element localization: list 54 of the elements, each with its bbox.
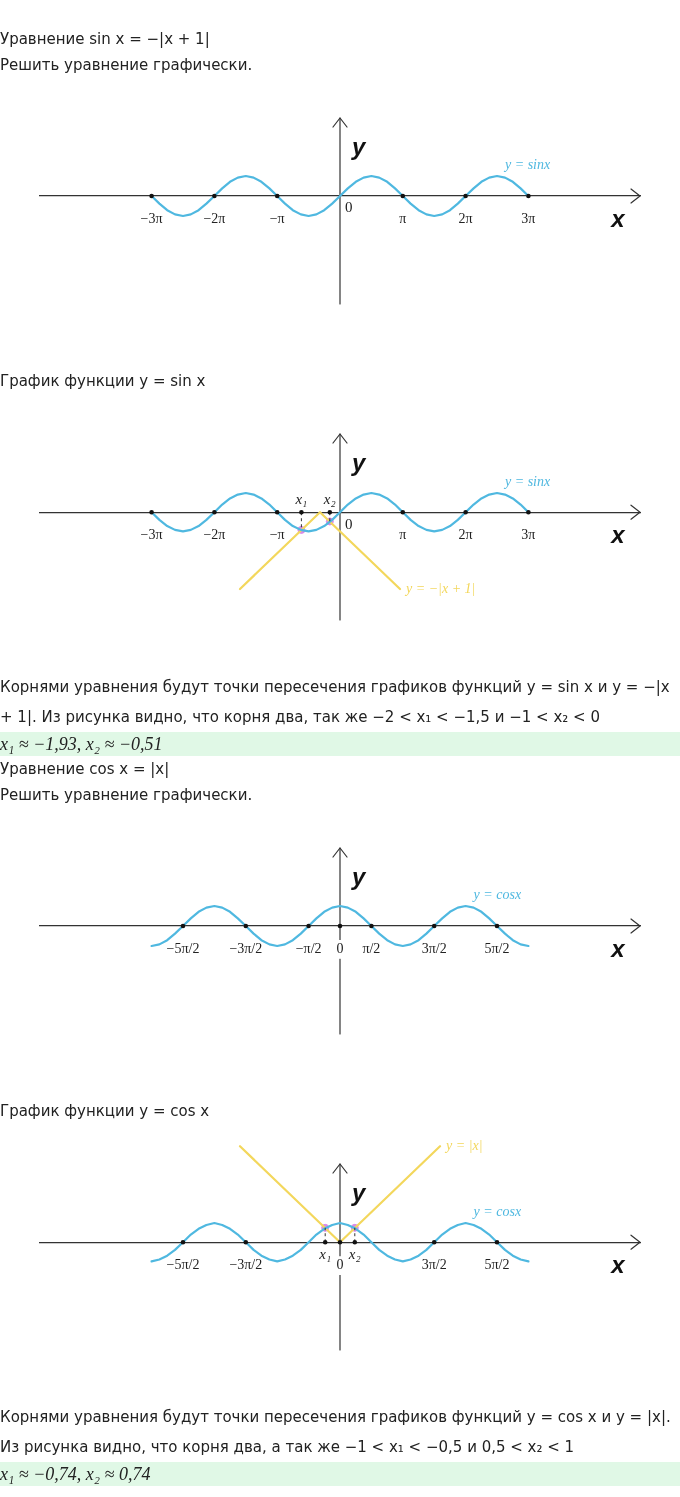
- x-axis-title: x: [609, 934, 627, 962]
- x-tick-label: −5π/2: [166, 941, 200, 957]
- series-label: y = −|x + 1|: [404, 580, 476, 596]
- chart-title: График функции y = sin x: [0, 371, 207, 392]
- annotation: 0: [345, 199, 353, 216]
- text: x₁ ≈ −0,74, x₂ ≈ 0,74: [0, 1462, 680, 1486]
- x-tick-label: 3π: [521, 527, 536, 543]
- x-tick-label: 0: [336, 941, 344, 957]
- chart-title: График функции y = cos x: [0, 1101, 211, 1122]
- x-tick-label: 2π: [458, 527, 473, 543]
- x-tick-label: π: [399, 211, 407, 227]
- y-axis-title: y: [351, 1178, 367, 1206]
- text: x₁ ≈ −1,93, x₂ ≈ −0,51: [0, 732, 680, 756]
- x-tick-label: −π: [269, 527, 285, 543]
- x-tick-label: −2π: [203, 211, 226, 227]
- series-label: y = sinx: [503, 156, 551, 172]
- x-tick-label: −π: [269, 211, 285, 227]
- x-tick-label: 2π: [458, 211, 473, 227]
- x-tick-label: −3π: [140, 527, 163, 543]
- x-tick-label: π: [399, 527, 407, 543]
- chart-subtitle: Решить уравнение графически.: [0, 55, 254, 76]
- x-tick-label: π/2: [362, 941, 381, 957]
- x-tick-label: −3π: [140, 211, 163, 227]
- x-tick-label: 3π: [521, 211, 536, 227]
- series-label: y = cosx: [471, 886, 522, 902]
- annotation: x₂: [347, 1245, 361, 1262]
- x-tick-label: −5π/2: [166, 1257, 200, 1273]
- annotation: x₁: [294, 490, 308, 507]
- chart-title: Уравнение cos x = |x|: [0, 759, 171, 780]
- text: Корнями уравнения будут точки пересечения графиков функций y = cos x и y = |x|. Из рисунка видно, что корня два, а так же −1 < x₁ < −0,5 и 0,5 < x₂ < 1: [0, 1407, 672, 1458]
- x-axis-title: x: [609, 520, 627, 548]
- chart-title: Уравнение sin x = −|x + 1|: [0, 29, 211, 50]
- series-label: y = |x|: [444, 1137, 483, 1153]
- x-tick-label: 5π/2: [484, 941, 510, 957]
- series-label: y = cosx: [471, 1203, 522, 1219]
- x-tick-label: 0: [336, 1257, 344, 1273]
- x-axis-title: x: [609, 204, 627, 232]
- x-tick-label: 3π/2: [421, 1257, 447, 1273]
- chart-subtitle: Решить уравнение графически.: [0, 785, 254, 806]
- text: Корнями уравнения будут точки пересечения графиков функций y = sin x и y = −|x + 1|. Из рисунка видно, что корня два, так же −2 < x₁ < −1,5 и −1 < x₂ < 0: [0, 677, 671, 728]
- annotation: 0: [345, 515, 353, 532]
- y-axis-title: y: [351, 132, 367, 160]
- x-tick-label: 3π/2: [421, 941, 447, 957]
- y-axis-title: y: [351, 448, 367, 476]
- y-axis-title: y: [351, 862, 367, 890]
- x-tick-label: −3π/2: [229, 1257, 263, 1273]
- x-tick-label: −π/2: [295, 941, 322, 957]
- x-tick-label: 5π/2: [484, 1257, 510, 1273]
- x-axis-title: x: [609, 1250, 627, 1278]
- annotation: x₁: [318, 1245, 332, 1262]
- x-tick-label: −3π/2: [229, 941, 263, 957]
- series-label: y = sinx: [503, 473, 551, 489]
- x-tick-label: −2π: [203, 527, 226, 543]
- annotation: x₂: [322, 490, 336, 507]
